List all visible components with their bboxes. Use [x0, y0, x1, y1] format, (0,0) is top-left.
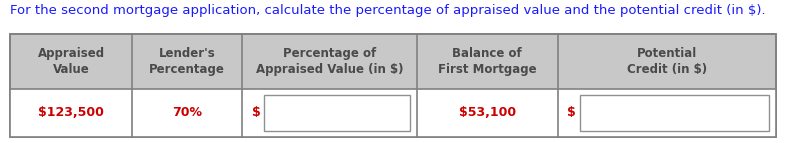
Text: Percentage of
Appraised Value (in $): Percentage of Appraised Value (in $) [255, 47, 403, 76]
Text: $: $ [252, 107, 260, 119]
Text: Balance of
First Mortgage: Balance of First Mortgage [438, 47, 537, 76]
Text: For the second mortgage application, calculate the percentage of appraised value: For the second mortgage application, cal… [10, 4, 766, 17]
Bar [10, 34, 776, 137]
Text: Appraised
Value: Appraised Value [38, 47, 105, 76]
Bar [10, 89, 776, 137]
Bar [580, 95, 769, 131]
Bar [10, 34, 776, 137]
Text: 70%: 70% [172, 107, 202, 119]
Text: $53,100: $53,100 [459, 107, 516, 119]
Text: $: $ [567, 107, 576, 119]
Text: Potential
Credit (in $): Potential Credit (in $) [627, 47, 707, 76]
Text: Lender's
Percentage: Lender's Percentage [149, 47, 225, 76]
Text: $123,500: $123,500 [39, 107, 104, 119]
Bar [264, 95, 410, 131]
